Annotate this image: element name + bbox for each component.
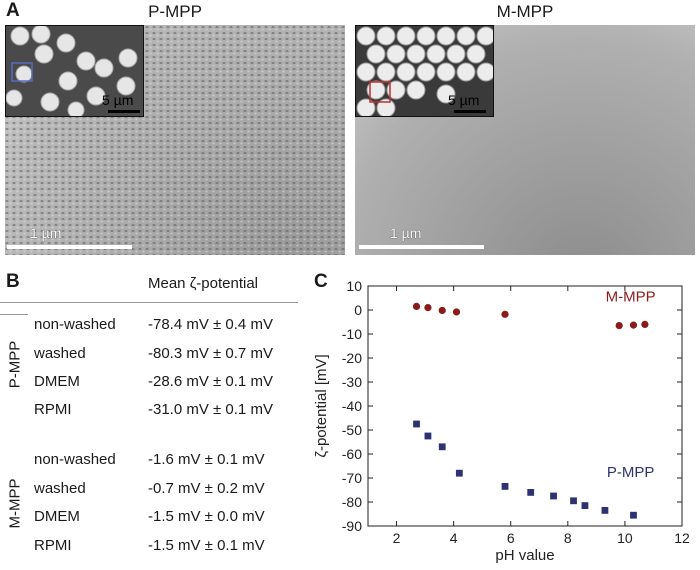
row-condition: non-washed [34, 451, 116, 468]
data-point-m-mpp [452, 308, 461, 316]
y-tick-label: -60 [342, 446, 362, 462]
mmpp-scale-bar [359, 245, 484, 249]
series-label-mmpp: M-MPP [606, 289, 656, 306]
pmpp-scale-label: 1 µm [30, 225, 62, 241]
mmpp-scale-label: 1 µm [390, 225, 422, 241]
row-value: -31.0 mV ± 0.1 mV [148, 401, 273, 418]
row-value: -1.5 mV ± 0.0 mV [148, 508, 265, 525]
x-tick-label: 8 [564, 530, 572, 546]
y-tick-label: -50 [342, 422, 362, 438]
series-label-pmpp: P-MPP [607, 464, 655, 481]
mmpp-inset-spheres [356, 26, 493, 116]
row-condition: washed [34, 345, 86, 362]
data-point-m-mpp [629, 321, 638, 329]
group-label-mmpp: M-MPP [6, 478, 24, 529]
data-point-p-mpp [501, 483, 509, 490]
row-value: -28.6 mV ± 0.1 mV [148, 373, 273, 390]
pmpp-inset-spheres [6, 26, 143, 116]
data-point-p-mpp [570, 497, 577, 505]
group-bracket-pmpp [0, 314, 28, 315]
panel-a-left-title: P-MPP [148, 2, 202, 21]
y-tick-label: 10 [346, 278, 362, 294]
zeta-ph-chart: 10 0 -10 -20 -30 -40 -50 -60 -70 -80 -90 2 4 6 8 10 12 pH… [313, 278, 690, 564]
data-point-m-mpp [501, 310, 509, 318]
sem-image-mmpp: 5 µm 1 µm [355, 25, 695, 255]
table-header-rule [0, 302, 298, 303]
y-tick-label: -30 [342, 374, 362, 390]
pmpp-inset: 5 µm [5, 25, 144, 117]
data-point-m-mpp [412, 302, 421, 310]
x-tick-label: 4 [450, 530, 458, 546]
row-value: -1.5 mV ± 0.1 mV [148, 537, 265, 554]
data-point-m-mpp [424, 304, 432, 312]
x-axis-label: pH value [495, 547, 554, 564]
data-point-p-mpp [581, 502, 589, 509]
row-value: -78.4 mV ± 0.4 mV [148, 316, 273, 333]
y-tick-label: -70 [342, 470, 362, 486]
panel-a-right-title: M-MPP [496, 2, 554, 21]
data-point-p-mpp [455, 469, 463, 477]
data-point-p-mpp [527, 489, 535, 496]
row-condition: RPMI [34, 401, 72, 418]
chart-marks: M-MPP P-MPP [412, 289, 656, 519]
chart-axes: 10 0 -10 -20 -30 -40 -50 -60 -70 -80 -90 2 4 6 8 10 12 pH… [313, 278, 690, 564]
data-point-p-mpp [424, 432, 432, 440]
y-tick-label: -20 [342, 350, 362, 366]
row-condition: DMEM [34, 508, 80, 525]
row-value: -80.3 mV ± 0.7 mV [148, 345, 273, 362]
panel-c-letter: C [314, 271, 328, 292]
y-tick-label: 0 [354, 302, 362, 318]
data-point-p-mpp [438, 443, 446, 451]
row-condition: non-washed [34, 316, 116, 333]
row-condition: RPMI [34, 537, 72, 554]
data-point-p-mpp [601, 507, 609, 514]
x-tick-label: 12 [674, 530, 690, 546]
row-condition: washed [34, 480, 86, 497]
pmpp-inset-scale-bar [108, 110, 140, 113]
row-value: -1.6 mV ± 0.1 mV [148, 451, 265, 468]
sem-image-pmpp: 5 µm 1 µm [5, 25, 345, 255]
mmpp-inset-scale-label: 5 µm [448, 92, 480, 108]
y-tick-label: -40 [342, 398, 362, 414]
pmpp-inset-scale-label: 5 µm [102, 92, 134, 108]
data-point-p-mpp [550, 492, 557, 500]
mmpp-inset-scale-bar [454, 110, 486, 113]
table-header: Mean ζ-potential [148, 275, 259, 292]
data-point-m-mpp [615, 322, 623, 330]
x-tick-label: 2 [393, 530, 401, 546]
y-tick-label: -80 [342, 494, 362, 510]
mmpp-inset: 5 µm [355, 25, 494, 117]
data-point-p-mpp [413, 420, 420, 428]
panel-b-letter: B [6, 271, 20, 292]
panel-a-letter: A [6, 0, 20, 21]
y-tick-label: -90 [342, 518, 362, 534]
x-tick-label: 6 [507, 530, 515, 546]
data-point-m-mpp [438, 306, 446, 315]
pmpp-scale-bar [7, 245, 132, 249]
data-point-p-mpp [630, 511, 637, 519]
y-axis-label: ζ-potential [mV] [313, 354, 330, 457]
data-point-m-mpp [641, 320, 649, 328]
y-tick-label: -10 [342, 326, 362, 342]
row-value: -0.7 mV ± 0.2 mV [148, 480, 265, 497]
x-tick-label: 10 [617, 530, 633, 546]
group-label-pmpp: P-MPP [6, 340, 24, 389]
row-condition: DMEM [34, 373, 80, 390]
